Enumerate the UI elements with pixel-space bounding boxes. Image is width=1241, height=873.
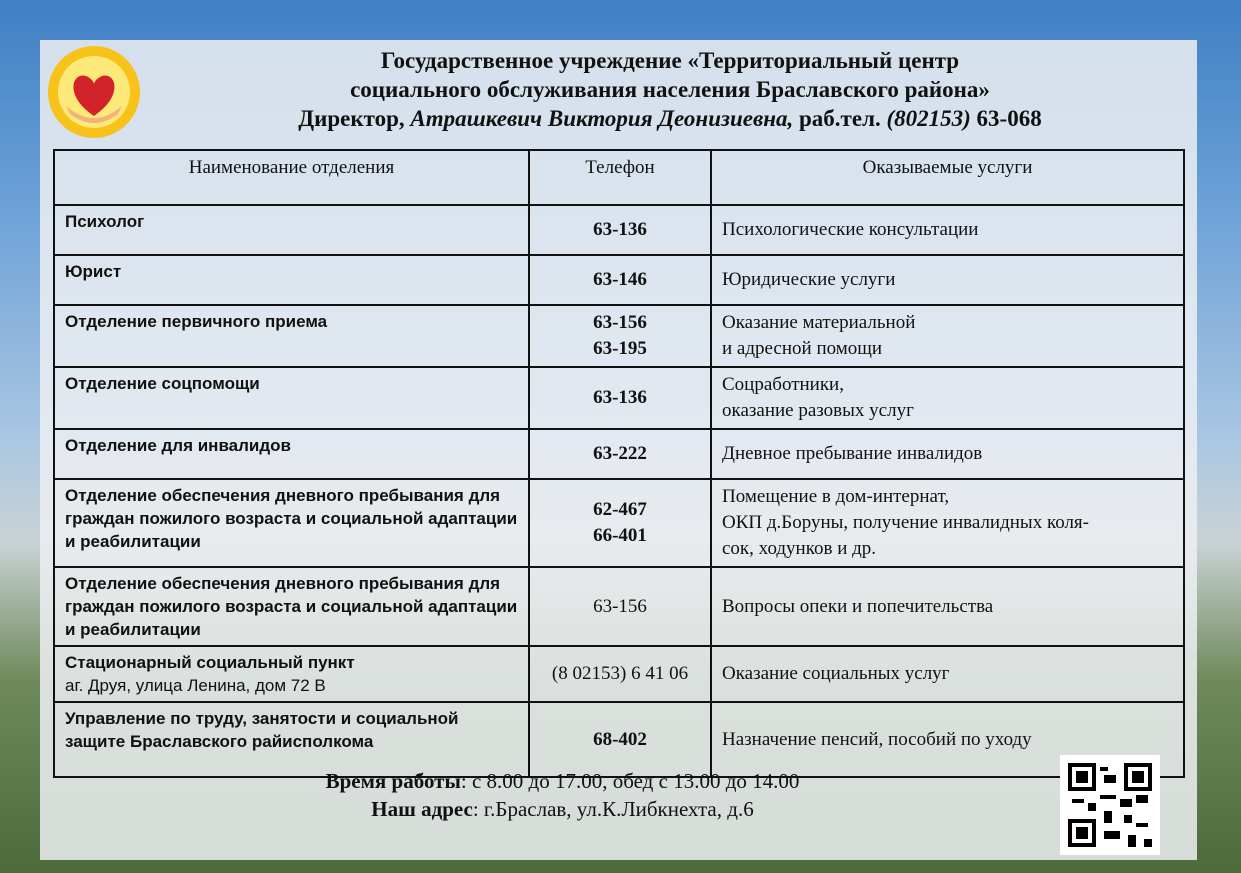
service-line: Оказание материальной (722, 312, 916, 333)
phone-number: 63-195 (593, 338, 647, 359)
service-line: Психологические консультации (722, 219, 979, 240)
phone-number: 66-401 (593, 525, 647, 546)
table-row: Стационарный социальный пункт аг. Друя, у… (53, 645, 1185, 703)
department-services: Соцработники, оказание разовых услуг (710, 366, 1185, 430)
department-name-text: Юрист (65, 262, 122, 281)
table-row: Психолог 63-136 Психологические консультац… (53, 204, 1185, 256)
phone-number: 63-136 (593, 387, 647, 408)
service-line: ОКП д.Боруны, получение инвалидных коля- (722, 512, 1090, 533)
department-name-text: Отделение соцпомощи (65, 374, 260, 393)
service-line: Помещение в дом-интернат, (722, 486, 950, 507)
service-line: Соцработники, (722, 374, 844, 395)
table-row: Отделение обеспечения дневного пребывани… (53, 566, 1185, 647)
col-header-services: Оказываемые услуги (710, 149, 1185, 206)
department-name-text: Стационарный социальный пункт (65, 653, 355, 672)
service-line: Оказание социальных услуг (722, 663, 950, 684)
hours-value: : с 8.00 до 17.00, обед с 13.00 до 14.00 (460, 769, 800, 793)
address-label: Наш адрес (371, 797, 473, 821)
department-phone: 63-156 63-195 (528, 304, 712, 368)
service-line: Вопросы опеки и попечительства (722, 595, 994, 617)
department-phone: 63-156 (528, 566, 712, 647)
department-name: Психолог (53, 204, 530, 256)
department-name-text: Отделение обеспечения дневного пребывани… (65, 486, 518, 551)
service-line: сок, ходунков и др. (722, 538, 877, 559)
department-name: Управление по труду, занятости и социаль… (53, 701, 530, 778)
department-name: Отделение первичного приема (53, 304, 530, 368)
phone-number: 63-222 (593, 443, 647, 464)
table-row: Юрист 63-146 Юридические услуги (53, 254, 1185, 306)
director-phone: 63-068 (976, 106, 1042, 131)
hours-label: Время работы (325, 769, 461, 793)
address-value: : г.Браслав, ул.К.Либкнехта, д.6 (472, 797, 754, 821)
table-row: Отделение соцпомощи 63-136 Соцработники, ок… (53, 366, 1185, 430)
departments-table: Наименование отделения Телефон Оказываем… (53, 149, 1185, 778)
department-name: Отделение обеспечения дневного пребывани… (53, 478, 530, 568)
phone-number: 63-146 (593, 269, 647, 290)
department-services: Юридические услуги (710, 254, 1185, 306)
phone-code: (802153) (886, 106, 971, 131)
department-name: Отделение соцпомощи (53, 366, 530, 430)
table-row: Отделение для инвалидов 63-222 Дневное пре… (53, 428, 1185, 480)
department-services: Оказание материальной и адресной помощи (710, 304, 1185, 368)
department-phone: 68-402 (528, 701, 712, 778)
department-phone: (8 02153) 6 41 06 (528, 645, 712, 703)
logo-sun-heart-icon (48, 46, 140, 138)
phone-number: 63-156 (593, 595, 647, 617)
department-name-text: Психолог (65, 212, 145, 231)
service-line: оказание разовых услуг (722, 400, 914, 421)
title-line-1: Государственное учреждение «Территориаль… (380, 48, 960, 73)
director-name: Атрашкевич Виктория Деонизиевна, (410, 106, 794, 131)
department-name: Отделение обеспечения дневного пребывани… (53, 566, 530, 647)
department-services: Психологические консультации (710, 204, 1185, 256)
department-name-text: Отделение первичного приема (65, 312, 328, 331)
table-row: Отделение обеспечения дневного пребывани… (53, 478, 1185, 568)
address: Наш адрес: г.Браслав, ул.К.Либкнехта, д.… (120, 797, 1005, 822)
department-address: аг. Друя, улица Ленина, дом 72 В (65, 676, 326, 695)
department-name: Юрист (53, 254, 530, 306)
phone-number: 63-136 (593, 219, 647, 240)
department-services: Дневное пребывание инвалидов (710, 428, 1185, 480)
department-phone: 63-146 (528, 254, 712, 306)
working-hours: Время работы: с 8.00 до 17.00, обед с 13… (120, 769, 1005, 794)
department-name-text: Отделение для инвалидов (65, 436, 292, 455)
department-services: Помещение в дом-интернат, ОКП д.Боруны, п… (710, 478, 1185, 568)
col-header-name: Наименование отделения (53, 149, 530, 206)
title-line-2: социального обслуживания населения Брасл… (350, 77, 990, 102)
phone-number: (8 02153) 6 41 06 (551, 663, 689, 684)
director-label: Директор, (298, 106, 405, 131)
department-name: Стационарный социальный пункт аг. Друя, у… (53, 645, 530, 703)
department-services: Вопросы опеки и попечительства (710, 566, 1185, 647)
phone-number: 63-156 (593, 312, 647, 333)
table-row: Управление по труду, занятости и социаль… (53, 701, 1185, 778)
department-name: Отделение для инвалидов (53, 428, 530, 480)
department-phone: 63-136 (528, 204, 712, 256)
table-row: Отделение первичного приема 63-156 63-195 О… (53, 304, 1185, 368)
department-phone: 63-136 (528, 366, 712, 430)
department-name-text: Отделение обеспечения дневного пребывани… (65, 574, 518, 639)
department-name-text: Управление по труду, занятости и социаль… (65, 709, 459, 751)
qr-code-icon[interactable] (1060, 755, 1160, 855)
department-phone: 62-467 66-401 (528, 478, 712, 568)
department-services: Оказание социальных услуг (710, 645, 1185, 703)
department-phone: 63-222 (528, 428, 712, 480)
service-line: Дневное пребывание инвалидов (722, 443, 983, 464)
phone-label: раб.тел. (799, 106, 881, 131)
director-line: Директор, Атрашкевич Виктория Деонизиевн… (150, 104, 1190, 133)
service-line: и адресной помощи (722, 338, 883, 359)
page-title: Государственное учреждение «Территориаль… (150, 46, 1190, 133)
col-header-phone: Телефон (528, 149, 712, 206)
phone-number: 68-402 (593, 728, 647, 750)
phone-number: 62-467 (593, 499, 647, 520)
service-line: Юридические услуги (722, 269, 896, 290)
service-line: Назначение пенсий, пособий по уходу (722, 728, 1032, 750)
